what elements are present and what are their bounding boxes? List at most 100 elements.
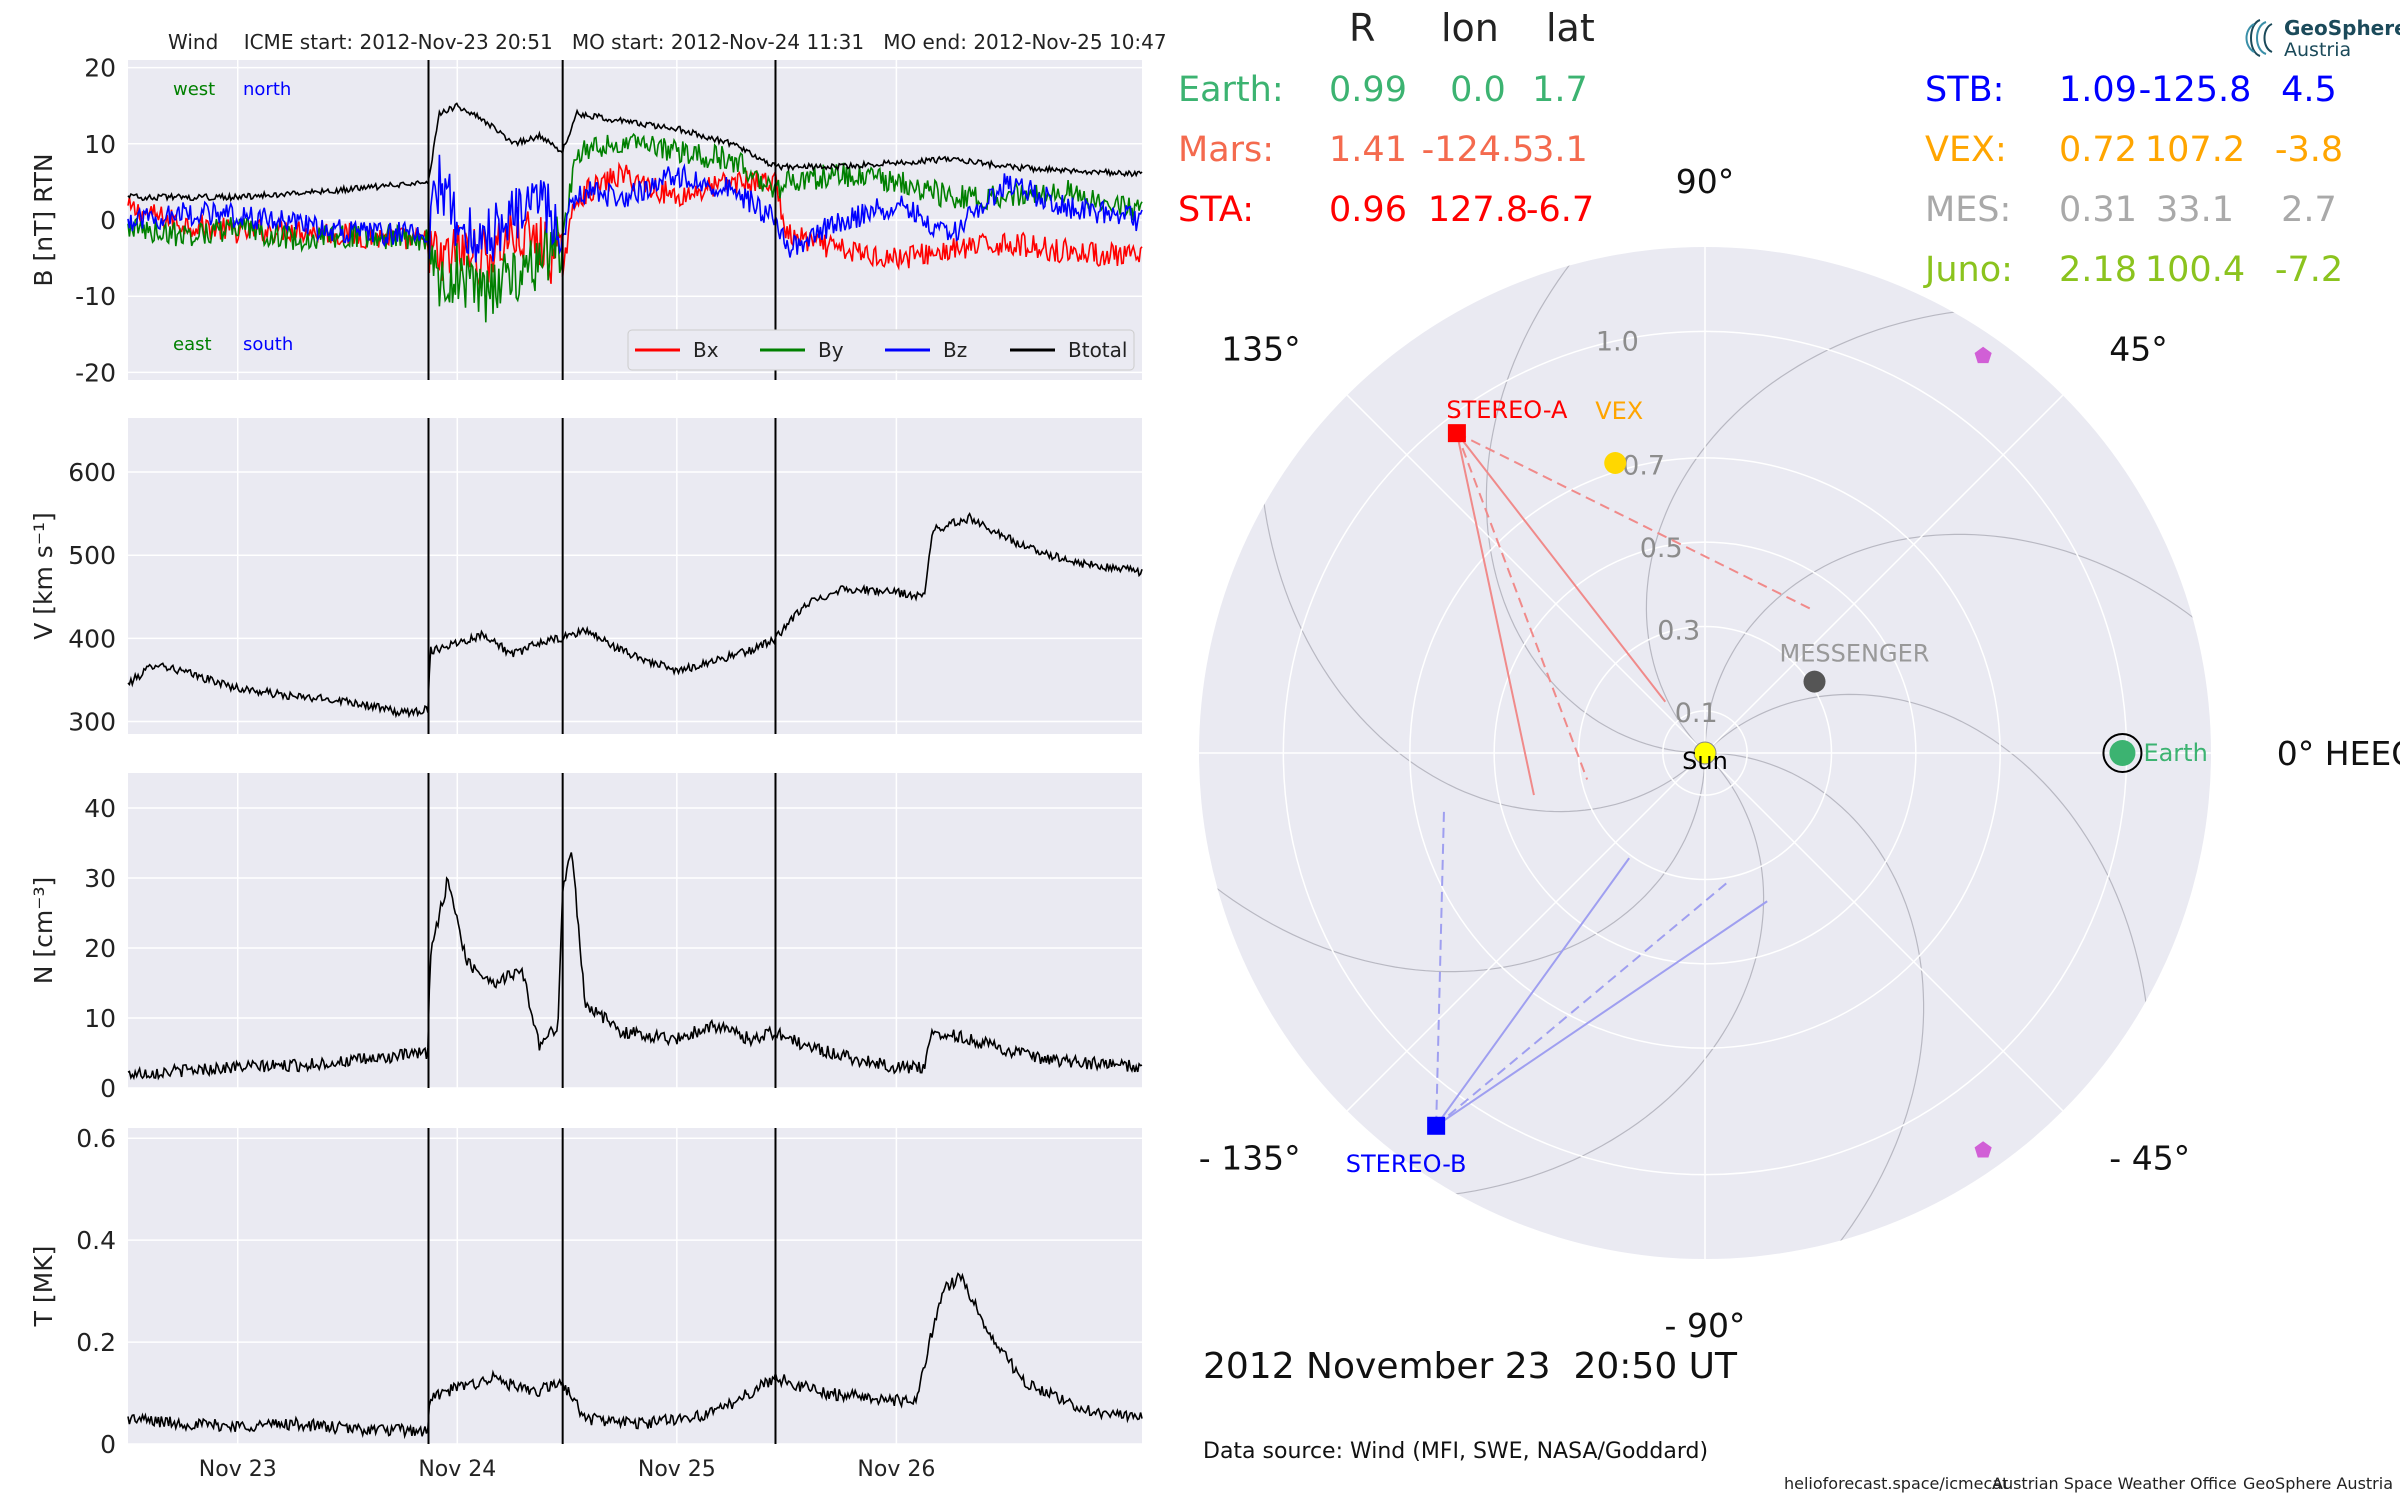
y-tick-label: 10: [84, 1004, 116, 1033]
table-row-r: 1.09: [2059, 70, 2137, 110]
y-axis-label: V [km s⁻¹]: [29, 512, 58, 640]
y-tick-label: 40: [84, 794, 116, 823]
y-tick-label: 20: [84, 54, 116, 83]
y-tick-label: 0.2: [76, 1328, 116, 1357]
y-tick-label: 30: [84, 864, 116, 893]
x-tick-label: Nov 25: [638, 1457, 716, 1482]
footer-org: GeoSphere Austria: [2243, 1474, 2394, 1493]
table-row-lat: 4.5: [2281, 70, 2337, 110]
table-row-lon: -124.5: [1421, 130, 1535, 170]
r-tick-label: 0.3: [1657, 615, 1700, 646]
field-of-view-line: [1456, 432, 1816, 613]
angle-label: - 135°: [1199, 1138, 1301, 1177]
annotation-west: west: [173, 79, 215, 100]
table-row-name: STB:: [1925, 70, 2005, 110]
panel-background: [128, 1128, 1142, 1444]
field-of-view-line: [1435, 900, 1768, 1127]
field-of-view-line: [1456, 432, 1667, 703]
body-marker-stereo-a: [1447, 424, 1466, 443]
angle-label: - 45°: [2109, 1138, 2190, 1177]
body-label-sun: Sun: [1682, 747, 1728, 775]
x-tick-label: Nov 23: [199, 1457, 277, 1482]
table-row-lon: 0.0: [1450, 70, 1506, 110]
body-marker-sun: [1693, 741, 1717, 765]
table-row-name: Earth:: [1178, 70, 1284, 110]
y-tick-label: 400: [68, 624, 116, 653]
series-line-by: [127, 132, 1143, 323]
footer-website: helioforecast.space/icmecat: [1784, 1474, 2009, 1493]
body-label-stereo-a: STEREO-A: [1446, 396, 1568, 424]
body-label-vex: VEX: [1595, 397, 1643, 425]
body-marker-vex: [1604, 451, 1627, 474]
y-axis-label: T [MK]: [29, 1246, 58, 1328]
body-label-earth: Earth: [2143, 739, 2207, 767]
footer-office: Austrian Space Weather Office: [1992, 1474, 2237, 1493]
legend-label: Bz: [943, 338, 967, 362]
body-label-stereo-b: STEREO-B: [1346, 1150, 1467, 1178]
body-marker-messenger: [1803, 670, 1826, 693]
series-line-speed: [127, 511, 1143, 719]
polar-position-plot: 0.10.30.50.71.00° HEEQ45°90°135°+/- 180°…: [1199, 162, 2400, 1345]
table-row-name: MES:: [1925, 190, 2012, 230]
panel-background: [128, 418, 1142, 734]
annotation-east: east: [173, 334, 212, 355]
y-tick-label: 500: [68, 541, 116, 570]
data-source-label: Data source: Wind (MFI, SWE, NASA/Goddar…: [1203, 1439, 1709, 1464]
table-row-lon: 100.4: [2144, 250, 2246, 290]
body-label-messenger: MESSENGER: [1780, 640, 1930, 668]
y-tick-label: -10: [75, 282, 116, 311]
y-tick-label: 300: [68, 708, 116, 737]
legend-box: [627, 329, 1135, 371]
series-line-bx: [127, 161, 1143, 287]
table-row-name: STA:: [1178, 190, 1254, 230]
y-tick-label: -20: [75, 358, 116, 387]
angle-label: 0° HEEQ: [2277, 734, 2400, 773]
y-tick-label: 0: [100, 206, 116, 235]
legend-label: By: [818, 338, 844, 362]
angle-label: 90°: [1676, 162, 1735, 201]
polar-grid-spoke: [1704, 394, 2064, 754]
x-tick-label: Nov 24: [418, 1457, 496, 1482]
series-line-density: [127, 852, 1143, 1081]
angle-label: - 90°: [1665, 1306, 1746, 1345]
field-of-view-line: [1455, 432, 1589, 780]
table-row-r: 0.96: [1329, 190, 1407, 230]
y-tick-label: 0.6: [76, 1124, 116, 1153]
polar-grid-spoke: [1346, 752, 1706, 1112]
earth-ring: [2102, 733, 2143, 773]
series-line-bz: [127, 154, 1143, 263]
r-tick-label: 0.1: [1675, 698, 1718, 729]
y-tick-label: 0: [100, 1074, 116, 1103]
x-tick-label: Nov 26: [857, 1457, 935, 1482]
y-axis-label: B [nT] RTN: [29, 153, 58, 286]
series-line-btotal: [127, 102, 1143, 203]
geosphere-logo-icon: [2245, 19, 2273, 57]
table-row-name: Mars:: [1178, 130, 1275, 170]
field-of-view-line: [1435, 857, 1630, 1127]
table-row-r: 1.41: [1329, 130, 1407, 170]
timestamp-label: 2012 November 23 20:50 UT: [1203, 1346, 1738, 1387]
table-row-lon: -125.8: [2138, 70, 2252, 110]
table-row-r: 0.31: [2059, 190, 2137, 230]
y-tick-label: 0: [100, 1430, 116, 1459]
table-row-r: 2.18: [2059, 250, 2137, 290]
table-row-lat: 2.7: [2281, 190, 2337, 230]
r-tick-label: 0.7: [1622, 450, 1665, 481]
table-row-name: VEX:: [1925, 130, 2007, 170]
series-line-temperature: [127, 1272, 1143, 1440]
table-row-name: Juno:: [1925, 250, 2013, 290]
table-row-lat: 3.1: [1532, 130, 1588, 170]
y-tick-label: 10: [84, 130, 116, 159]
annotation-south: south: [243, 334, 293, 355]
table-row-lon: 127.8: [1427, 190, 1529, 230]
field-of-view-line: [1455, 432, 1535, 796]
y-tick-label: 20: [84, 934, 116, 963]
body-marker-pentagon: [1974, 346, 1992, 364]
legend-label: Btotal: [1068, 338, 1127, 362]
table-row-lat: -7.2: [2274, 250, 2344, 290]
table-row-lat: -6.7: [1525, 190, 1595, 230]
table-row-lon: 33.1: [2156, 190, 2234, 230]
r-tick-label: 1.0: [1596, 327, 1639, 358]
